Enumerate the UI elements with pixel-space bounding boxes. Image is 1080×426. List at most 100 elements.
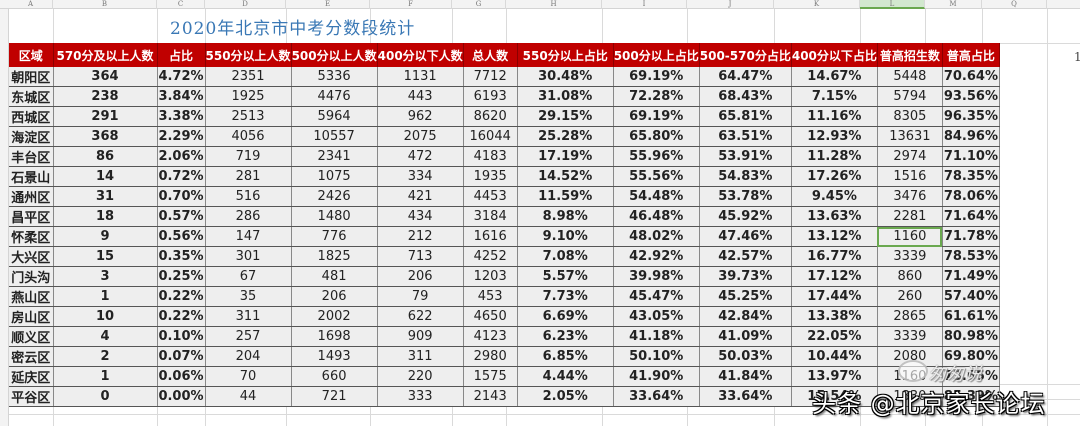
cell-region[interactable]: 房山区 [9, 306, 54, 327]
cell-400-below-ratio[interactable]: 7.15% [791, 86, 878, 107]
cell-550-count[interactable]: 516 [205, 186, 292, 207]
cell-total[interactable]: 8620 [463, 106, 518, 127]
header-550-ratio[interactable]: 550分以上占比 [517, 43, 614, 67]
cell-570-ratio[interactable]: 0.22% [157, 306, 206, 327]
cell-admission-ratio[interactable]: 96.35% [942, 106, 1000, 127]
column-header-f[interactable]: F [370, 0, 452, 9]
cell-570-ratio[interactable]: 0.25% [157, 266, 206, 287]
cell-admission-count[interactable]: 1160 [877, 226, 943, 247]
cell-500-count[interactable]: 721 [291, 386, 378, 407]
cell-500-ratio[interactable]: 41.90% [613, 366, 700, 387]
cell-total[interactable]: 6193 [463, 86, 518, 107]
cell-550-count[interactable]: 70 [205, 366, 292, 387]
cell-500-count[interactable]: 1480 [291, 206, 378, 227]
cell-570-count[interactable]: 0 [53, 386, 158, 407]
cell-admission-ratio[interactable]: 71.64% [942, 206, 1000, 227]
cell-admission-ratio[interactable]: 70.64% [942, 67, 1000, 87]
cell-admission-ratio[interactable]: 84.96% [942, 126, 1000, 147]
cell-570-count[interactable]: 291 [53, 106, 158, 127]
cell-region[interactable]: 丰台区 [9, 146, 54, 167]
header-500-ratio[interactable]: 500分以上占比 [613, 43, 700, 67]
cell-570-ratio[interactable]: 2.06% [157, 146, 206, 167]
cell-570-ratio[interactable]: 0.72% [157, 166, 206, 187]
cell-550-ratio[interactable]: 29.15% [517, 106, 614, 127]
cell-q-value[interactable]: 1 [1074, 50, 1080, 64]
cell-570-count[interactable]: 18 [53, 206, 158, 227]
cell-570-ratio[interactable]: 4.72% [157, 67, 206, 87]
cell-500-count[interactable]: 5964 [291, 106, 378, 127]
cell-500-570-ratio[interactable]: 65.81% [699, 106, 792, 127]
cell-570-ratio[interactable]: 0.35% [157, 246, 206, 267]
cell-550-count[interactable]: 2513 [205, 106, 292, 127]
cell-400-below-count[interactable]: 472 [377, 146, 464, 167]
cell-500-count[interactable]: 1075 [291, 166, 378, 187]
cell-570-ratio[interactable]: 0.56% [157, 226, 206, 247]
cell-total[interactable]: 2143 [463, 386, 518, 407]
cell-400-below-ratio[interactable]: 17.26% [791, 166, 878, 187]
cell-region[interactable]: 通州区 [9, 186, 54, 207]
cell-admission-ratio[interactable]: 61.61% [942, 306, 1000, 327]
column-header-g[interactable]: G [452, 0, 506, 9]
cell-400-below-ratio[interactable]: 9.45% [791, 186, 878, 207]
cell-total[interactable]: 4183 [463, 146, 518, 167]
cell-500-count[interactable]: 481 [291, 266, 378, 287]
cell-500-570-ratio[interactable]: 50.03% [699, 346, 792, 367]
cell-500-ratio[interactable]: 55.96% [613, 146, 700, 167]
cell-550-ratio[interactable]: 31.08% [517, 86, 614, 107]
cell-admission-count[interactable]: 1516 [877, 166, 943, 187]
cell-region[interactable]: 平谷区 [9, 386, 54, 407]
cell-500-570-ratio[interactable]: 45.92% [699, 206, 792, 227]
header-400-below-ratio[interactable]: 400分以下占比 [791, 43, 878, 67]
cell-570-count[interactable]: 2 [53, 346, 158, 367]
cell-500-ratio[interactable]: 43.05% [613, 306, 700, 327]
column-header-i[interactable]: I [602, 0, 687, 9]
cell-500-570-ratio[interactable]: 33.64% [699, 386, 792, 407]
cell-550-count[interactable]: 204 [205, 346, 292, 367]
cell-400-below-count[interactable]: 713 [377, 246, 464, 267]
cell-550-count[interactable]: 281 [205, 166, 292, 187]
cell-500-570-ratio[interactable]: 45.25% [699, 286, 792, 307]
cell-admission-count[interactable]: 260 [877, 286, 943, 307]
cell-400-below-ratio[interactable]: 13.38% [791, 306, 878, 327]
cell-500-count[interactable]: 1825 [291, 246, 378, 267]
cell-570-ratio[interactable]: 2.29% [157, 126, 206, 147]
cell-570-count[interactable]: 238 [53, 86, 158, 107]
cell-500-570-ratio[interactable]: 41.09% [699, 326, 792, 347]
cell-550-ratio[interactable]: 30.48% [517, 67, 614, 87]
column-header-l[interactable]: L [860, 0, 925, 9]
header-570-count[interactable]: 570分及以上人数 [53, 43, 158, 67]
cell-570-count[interactable]: 364 [53, 67, 158, 87]
cell-550-ratio[interactable]: 2.05% [517, 386, 614, 407]
cell-550-ratio[interactable]: 6.23% [517, 326, 614, 347]
cell-admission-ratio[interactable]: 69.80% [942, 346, 1000, 367]
cell-550-ratio[interactable]: 25.28% [517, 126, 614, 147]
cell-570-count[interactable]: 86 [53, 146, 158, 167]
cell-570-ratio[interactable]: 0.06% [157, 366, 206, 387]
cell-550-count[interactable]: 301 [205, 246, 292, 267]
cell-550-ratio[interactable]: 7.73% [517, 286, 614, 307]
cell-400-below-count[interactable]: 962 [377, 106, 464, 127]
cell-admission-ratio[interactable]: 71.10% [942, 146, 1000, 167]
cell-500-count[interactable]: 2341 [291, 146, 378, 167]
cell-500-570-ratio[interactable]: 64.47% [699, 67, 792, 87]
cell-admission-count[interactable]: 860 [877, 266, 943, 287]
sheet-title[interactable]: 2020年北京市中考分数段统计 [170, 19, 416, 39]
cell-admission-count[interactable]: 8305 [877, 106, 943, 127]
cell-500-count[interactable]: 660 [291, 366, 378, 387]
cell-400-below-ratio[interactable]: 16.77% [791, 246, 878, 267]
cell-400-below-ratio[interactable]: 12.93% [791, 126, 878, 147]
cell-400-below-count[interactable]: 311 [377, 346, 464, 367]
cell-400-below-ratio[interactable]: 22.05% [791, 326, 878, 347]
cell-total[interactable]: 3184 [463, 206, 518, 227]
cell-region[interactable]: 怀柔区 [9, 226, 54, 247]
cell-500-count[interactable]: 2002 [291, 306, 378, 327]
header-400-below-count[interactable]: 400分以下人数 [377, 43, 464, 67]
cell-500-count[interactable]: 776 [291, 226, 378, 247]
header-admission-ratio[interactable]: 普高占比 [942, 43, 1000, 67]
cell-admission-count[interactable]: 1830 [877, 386, 943, 407]
cell-admission-ratio[interactable]: 71.78% [942, 226, 1000, 247]
column-header-c[interactable]: C [157, 0, 205, 9]
cell-admission-ratio[interactable]: 73.65% [942, 366, 1000, 387]
cell-570-count[interactable]: 9 [53, 226, 158, 247]
cell-total[interactable]: 1935 [463, 166, 518, 187]
